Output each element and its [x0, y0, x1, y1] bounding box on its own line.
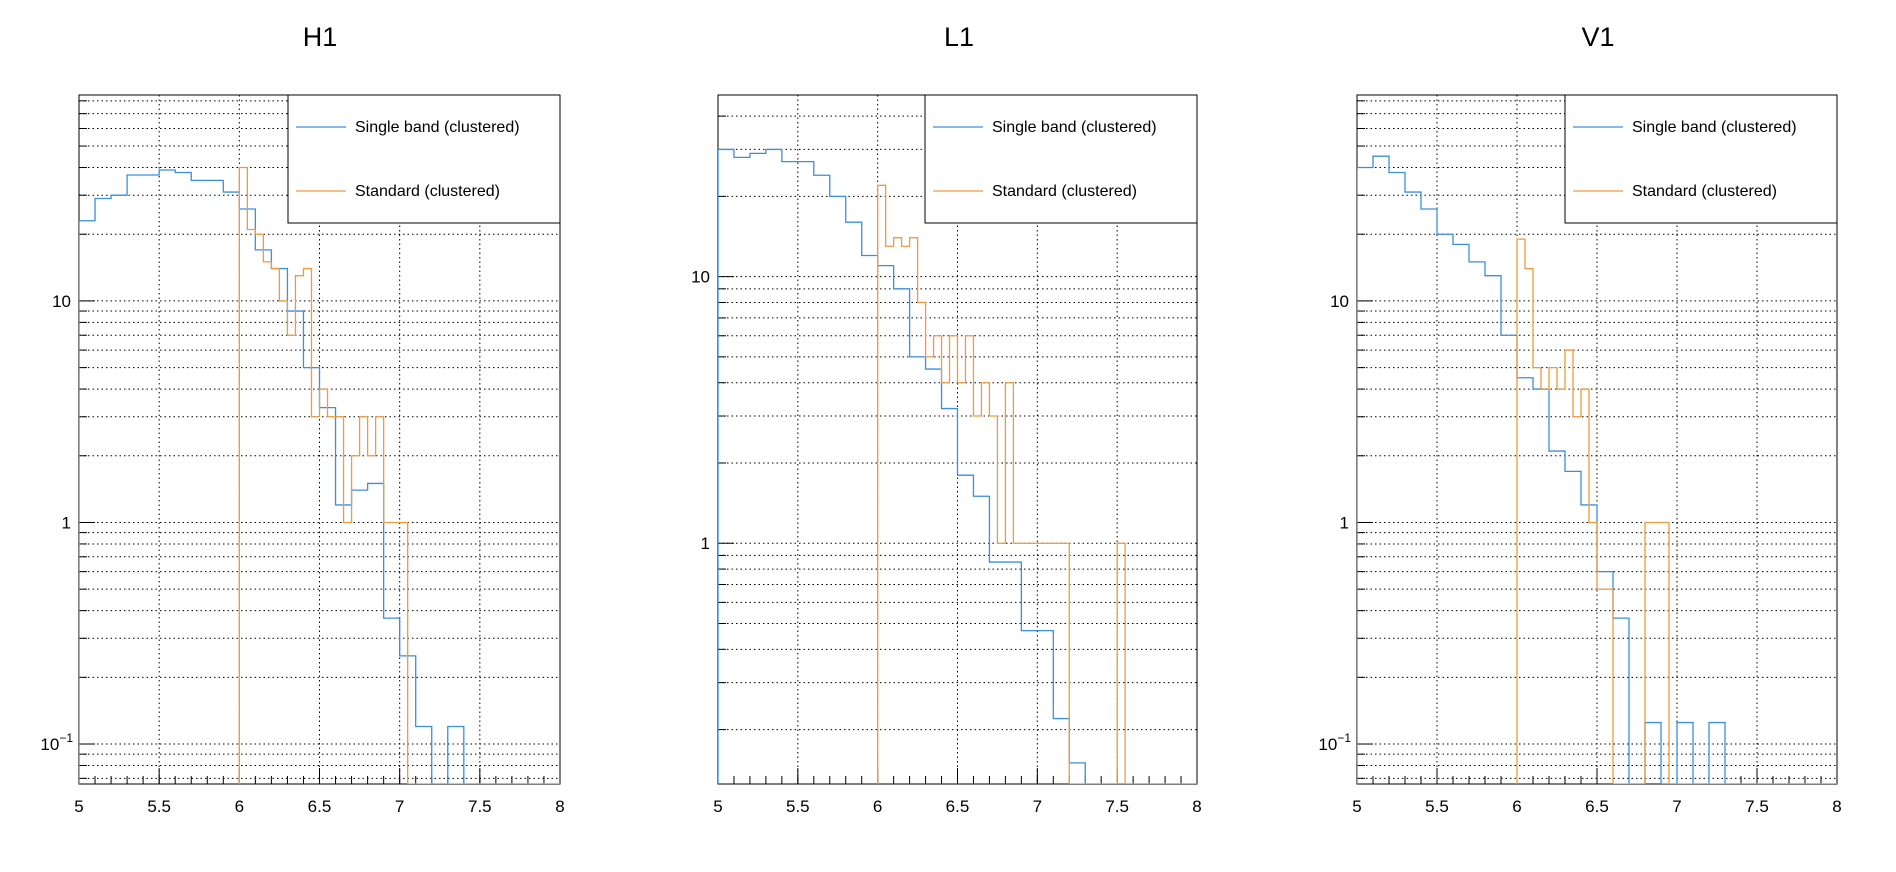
series-single-band-line: [1357, 155, 1837, 784]
x-tick-label: 7.5: [1745, 797, 1769, 816]
x-tick-label: 6: [873, 797, 882, 816]
x-tick-label: 7: [1033, 797, 1042, 816]
legend-label: Single band (clustered): [1632, 119, 1797, 136]
x-tick-label: 5.5: [147, 797, 171, 816]
y-tick-label: 10−1: [40, 731, 73, 754]
legend-label: Standard (clustered): [992, 183, 1137, 200]
series-single-band-line: [79, 169, 560, 784]
x-tick-label: 6: [235, 797, 244, 816]
panel-h1: H1 5 5.5 6 6.5 7 7.5 8 10−1 1 10 Single band (clust…: [40, 22, 564, 816]
legend-label: Single band (clustered): [355, 119, 520, 136]
y-tick-label: 10: [691, 268, 710, 287]
panel-title: L1: [944, 22, 974, 52]
x-tick-label: 7.5: [1105, 797, 1129, 816]
legend-label: Standard (clustered): [355, 183, 500, 200]
x-tick-label: 5: [1352, 797, 1361, 816]
y-tick-label: 10: [1330, 292, 1349, 311]
legend-label: Single band (clustered): [992, 119, 1157, 136]
y-tick-label: 10: [52, 292, 71, 311]
y-tick-label: 1: [1340, 513, 1349, 532]
series-single-band-line: [718, 148, 1197, 784]
x-tick-label: 5.5: [786, 797, 810, 816]
series-standard-line: [877, 184, 1197, 784]
panel-v1: V1 5 5.5 6 6.5 7 7.5 8 10−1 1 10 Single band (clust…: [1318, 22, 1841, 816]
x-tick-label: 8: [1832, 797, 1841, 816]
x-tick-label: 8: [555, 797, 564, 816]
x-tick-label: 5.5: [1425, 797, 1449, 816]
x-tick-label: 5: [74, 797, 83, 816]
y-tick-label: 10−1: [1318, 731, 1351, 754]
legend-box: [924, 94, 1198, 224]
legend-box: [287, 94, 561, 224]
series-standard-line: [238, 166, 560, 784]
panel-l1: L1 5 5.5 6 6.5 7 7.5 8 1 10 Single band (clustered…: [691, 22, 1202, 816]
panel-title: H1: [303, 22, 338, 52]
x-tick-label: 6.5: [308, 797, 332, 816]
y-tick-label: 1: [62, 513, 71, 532]
x-tick-label: 6.5: [946, 797, 970, 816]
panel-title: V1: [1581, 22, 1614, 52]
x-tick-label: 6: [1512, 797, 1521, 816]
legend-label: Standard (clustered): [1632, 183, 1777, 200]
x-tick-label: 8: [1192, 797, 1201, 816]
series-standard-line: [1516, 238, 1837, 784]
x-tick-label: 6.5: [1585, 797, 1609, 816]
legend-box: [1564, 94, 1838, 224]
x-tick-label: 7: [395, 797, 404, 816]
x-tick-label: 5: [713, 797, 722, 816]
x-tick-label: 7.5: [468, 797, 492, 816]
x-tick-label: 7: [1672, 797, 1681, 816]
y-tick-label: 1: [701, 534, 710, 553]
